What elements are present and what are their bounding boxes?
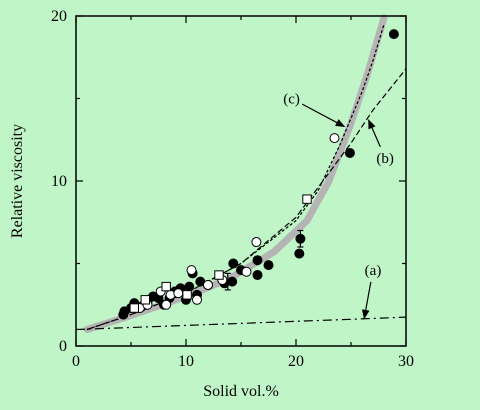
filled-circle-point [295,233,306,244]
data-points-layer [118,29,399,320]
x-tick-label: 20 [288,353,304,370]
open-circle-point [251,237,262,248]
curve-label-a: (a) [365,263,382,279]
labels-layer: 0 10 20 30 0 10 20 Solid vol.% Relative viscosit… [9,8,414,400]
open-circle-point [186,265,197,276]
open-square-point [302,194,312,204]
x-tick-label: 30 [398,353,414,370]
x-tick-label: 0 [72,353,80,370]
open-circle-point [329,133,340,144]
open-square-point [161,281,171,292]
curve-c [86,24,385,331]
filled-circle-point [344,147,355,158]
open-circle-point [173,288,184,299]
curve-a [75,316,407,331]
x-axis-title: Solid vol.% [203,383,279,400]
open-square-point [129,303,140,313]
curve-label-b: (b) [376,151,394,167]
x-tick-label: 10 [178,353,194,370]
filled-circle-point [388,29,399,40]
filled-circle-point [184,281,195,292]
curve-arrow-b [368,119,381,148]
y-axis-title: Relative viscosity [9,124,26,238]
open-circle-point [241,266,252,277]
plot-frame-layer [75,15,407,347]
plot-frame [75,15,407,347]
curve-arrow-a [361,281,372,320]
curve-label-c: (c) [283,92,300,108]
filled-circle-point [228,258,239,269]
open-square-point [140,295,151,305]
open-circle-point [192,294,202,305]
open-square-point [214,270,224,280]
y-tick-label: 20 [51,8,67,25]
y-tick-label: 0 [59,338,67,355]
model-curves-layer [75,24,407,331]
open-circle-point [203,279,213,290]
filled-circle-point [252,255,263,266]
filled-circle-point [252,270,263,281]
filled-circle-point [263,260,274,271]
y-tick-label: 10 [51,173,67,190]
curve-arrow-c [301,103,346,128]
filled-circle-point [227,276,238,287]
open-square-point [182,290,192,300]
filled-circle-point [294,248,305,259]
open-circle-point [161,299,172,310]
